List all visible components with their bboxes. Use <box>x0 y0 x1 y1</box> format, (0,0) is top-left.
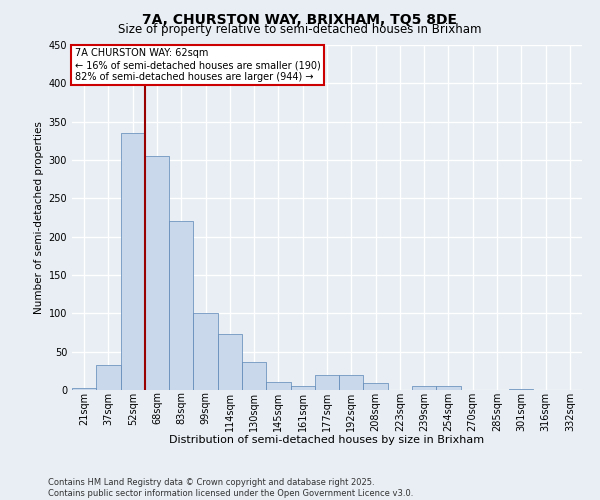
Bar <box>96 366 121 390</box>
Bar <box>315 376 339 390</box>
Bar <box>364 383 388 390</box>
Bar <box>509 389 533 390</box>
Bar <box>339 376 364 390</box>
Text: Contains HM Land Registry data © Crown copyright and database right 2025.
Contai: Contains HM Land Registry data © Crown c… <box>48 478 413 498</box>
Bar <box>169 222 193 390</box>
Text: 7A, CHURSTON WAY, BRIXHAM, TQ5 8DE: 7A, CHURSTON WAY, BRIXHAM, TQ5 8DE <box>143 12 458 26</box>
Bar <box>242 362 266 390</box>
Bar <box>145 156 169 390</box>
Text: 7A CHURSTON WAY: 62sqm
← 16% of semi-detached houses are smaller (190)
82% of se: 7A CHURSTON WAY: 62sqm ← 16% of semi-det… <box>74 48 320 82</box>
Bar <box>266 382 290 390</box>
Bar <box>290 386 315 390</box>
Bar <box>121 133 145 390</box>
Text: Size of property relative to semi-detached houses in Brixham: Size of property relative to semi-detach… <box>118 22 482 36</box>
Bar <box>412 386 436 390</box>
Bar <box>193 314 218 390</box>
Bar <box>218 334 242 390</box>
Bar <box>436 386 461 390</box>
Y-axis label: Number of semi-detached properties: Number of semi-detached properties <box>34 121 44 314</box>
Bar <box>72 388 96 390</box>
X-axis label: Distribution of semi-detached houses by size in Brixham: Distribution of semi-detached houses by … <box>169 435 485 445</box>
